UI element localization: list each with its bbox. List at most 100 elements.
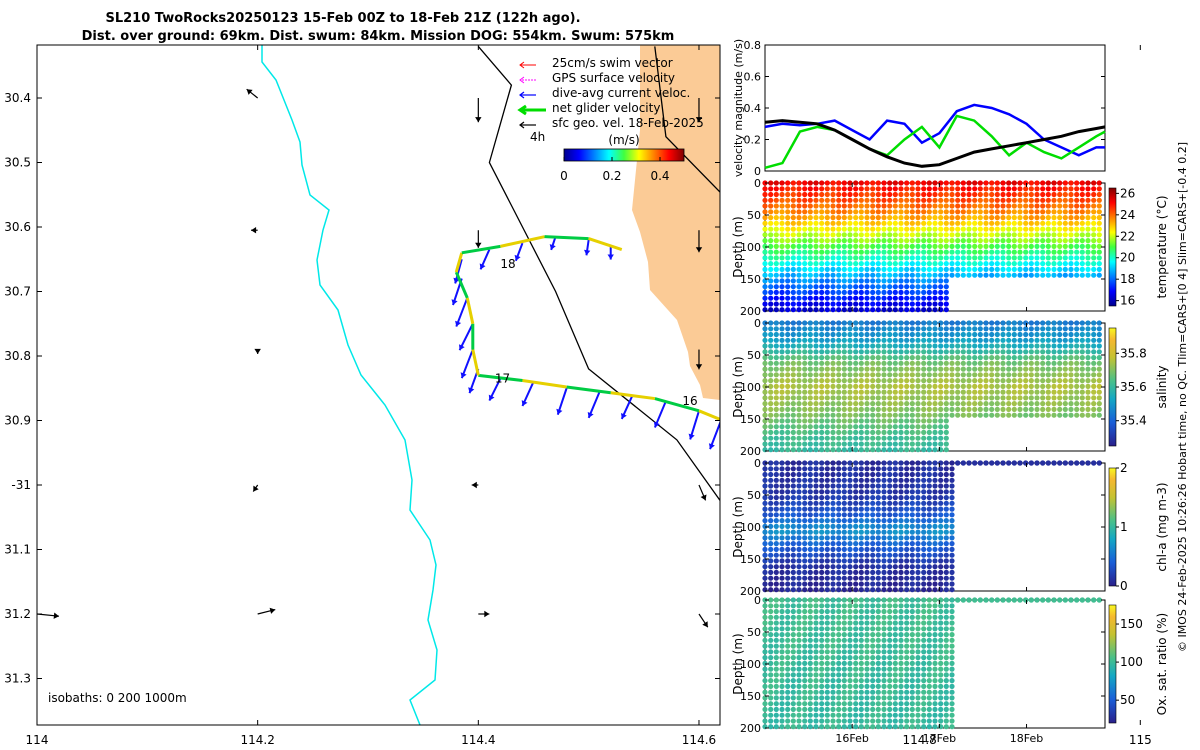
section-sample-dot [949, 249, 955, 255]
section-sample-dot [887, 261, 893, 267]
section-sample-dot [994, 395, 1000, 401]
section-sample-dot [847, 535, 853, 541]
section-sample-dot [819, 401, 825, 407]
section-sample-dot [938, 272, 944, 278]
section-sample-dot [932, 307, 938, 313]
section-sample-dot [1085, 401, 1091, 407]
section-sample-dot [1006, 226, 1012, 232]
section-sample-dot [1074, 366, 1080, 372]
section-sample-dot [864, 471, 870, 478]
geo-velocity-arrow [478, 610, 490, 618]
section-sample-dot [836, 597, 842, 603]
section-sample-dot [836, 203, 842, 209]
section-sample-dot [1011, 412, 1017, 418]
section-sample-dot [762, 261, 768, 267]
section-sample-dot [870, 614, 876, 620]
section-sample-dot [853, 429, 859, 435]
section-sample-dot [779, 632, 785, 638]
section-sample-dot [926, 197, 932, 203]
section-sample-dot [1023, 366, 1029, 372]
section-sample-dot [762, 512, 768, 518]
section-sample-dot [892, 331, 898, 338]
section-sample-dot [836, 655, 842, 661]
section-sample-dot [875, 220, 881, 226]
map-x-tick-label: 114.4 [461, 733, 495, 747]
section-sample-dot [983, 243, 989, 249]
section-sample-dot [813, 643, 819, 649]
section-sample-dot [875, 597, 881, 603]
section-sample-dot [960, 360, 966, 366]
section-sample-dot [989, 226, 995, 232]
section-sample-dot [898, 500, 904, 506]
section-sample-dot [938, 695, 944, 701]
section-sample-dot [1062, 597, 1068, 603]
section-sample-dot [943, 266, 949, 272]
section-sample-dot [915, 460, 921, 466]
section-sample-dot [994, 249, 1000, 255]
section-sample-dot [768, 326, 774, 332]
section-sample-dot [983, 226, 989, 232]
section-sample-dot [972, 383, 978, 389]
section-sample-dot [853, 180, 859, 186]
section-sample-dot [819, 535, 825, 541]
section-sample-dot [836, 603, 842, 609]
section-sample-dot [887, 518, 893, 524]
section-sample-dot [1006, 412, 1012, 418]
section-sample-dot [989, 255, 995, 261]
section-sample-dot [773, 466, 779, 472]
section-sample-dot [983, 255, 989, 261]
section-sample-dot [881, 620, 887, 626]
section-sample-dot [785, 637, 791, 643]
section-sample-dot [887, 620, 893, 626]
section-sample-dot [779, 203, 785, 209]
section-sample-dot [943, 495, 949, 501]
section-sample-dot [790, 569, 796, 576]
section-sample-dot [1006, 320, 1012, 326]
section-sample-dot [813, 569, 819, 576]
section-sample-dot [1074, 220, 1080, 226]
section-sample-dot [858, 301, 864, 307]
section-sample-dot [796, 255, 802, 261]
section-sample-dot [779, 429, 785, 435]
section-sample-dot [779, 180, 785, 186]
section-sample-dot [926, 701, 932, 707]
section-sample-dot [1034, 401, 1040, 407]
section-sample-dot [1062, 406, 1068, 412]
section-sample-dot [921, 587, 927, 593]
section-sample-dot [898, 678, 904, 684]
section-sample-dot [921, 278, 927, 284]
section-sample-dot [994, 326, 1000, 332]
section-sample-dot [1079, 331, 1085, 338]
section-sample-dot [870, 569, 876, 576]
section-sample-dot [796, 506, 802, 512]
section-sample-dot [807, 529, 813, 535]
section-sample-dot [875, 326, 881, 332]
section-sample-dot [870, 401, 876, 407]
section-sample-dot [898, 429, 904, 435]
legend-label-current: dive-avg current veloc. [552, 86, 690, 100]
section-sample-dot [819, 343, 825, 349]
section-sample-dot [932, 337, 938, 343]
section-sample-dot [830, 706, 836, 713]
section-sample-dot [830, 406, 836, 412]
section-sample-dot [785, 272, 791, 278]
section-sample-dot [824, 429, 830, 435]
section-sample-dot [926, 608, 932, 615]
section-sample-dot [904, 672, 910, 678]
section-sample-dot [909, 541, 915, 547]
section-sample-dot [807, 614, 813, 620]
section-sample-dot [926, 232, 932, 238]
section-sample-dot [904, 643, 910, 649]
section-sample-dot [870, 220, 876, 226]
section-sample-dot [1045, 349, 1051, 355]
section-sample-dot [938, 523, 944, 530]
section-sample-dot [779, 518, 785, 524]
section-sample-dot [813, 620, 819, 626]
section-sample-dot [892, 424, 898, 430]
section-sample-dot [949, 495, 955, 501]
section-sample-dot [972, 326, 978, 332]
section-sample-dot [943, 435, 949, 441]
section-sample-dot [841, 301, 847, 307]
section-sample-dot [955, 226, 961, 232]
section-sample-dot [824, 512, 830, 518]
